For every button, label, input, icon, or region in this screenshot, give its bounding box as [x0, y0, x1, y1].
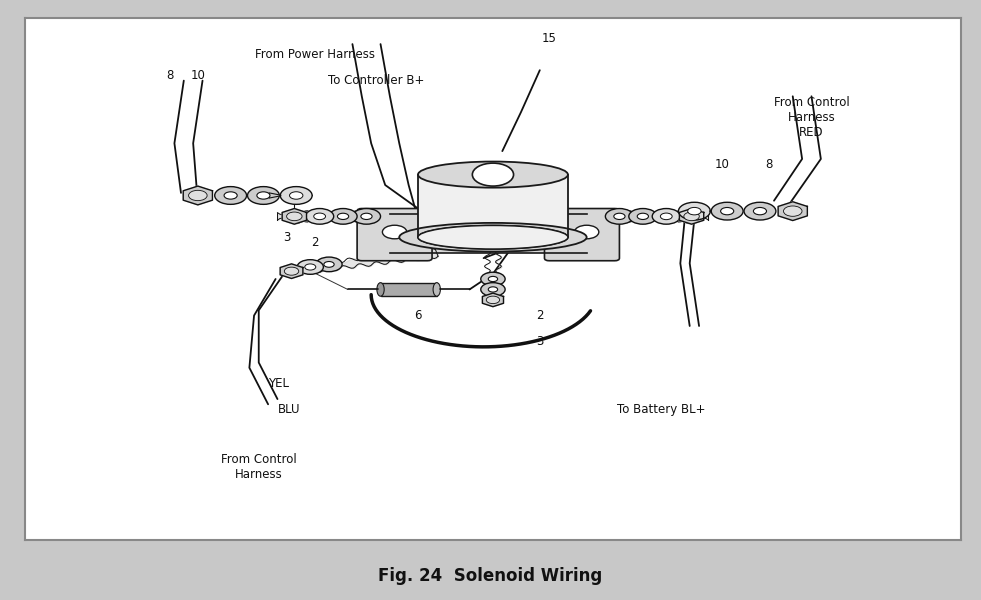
Polygon shape	[680, 209, 703, 224]
Bar	[381, 283, 437, 296]
Circle shape	[284, 267, 299, 275]
Text: To Controller B+: To Controller B+	[328, 74, 424, 87]
Polygon shape	[269, 193, 281, 198]
Circle shape	[660, 213, 672, 220]
Circle shape	[297, 260, 324, 274]
Circle shape	[688, 208, 701, 215]
Text: 2: 2	[536, 309, 543, 322]
Circle shape	[481, 272, 505, 286]
Circle shape	[575, 225, 598, 239]
Circle shape	[281, 187, 312, 205]
Ellipse shape	[418, 226, 568, 249]
Text: 10: 10	[190, 69, 205, 82]
Text: 6: 6	[414, 309, 422, 322]
Circle shape	[306, 209, 334, 224]
Polygon shape	[778, 202, 807, 221]
Text: 8: 8	[765, 158, 773, 170]
Polygon shape	[286, 270, 300, 276]
Bar	[418, 175, 568, 237]
Circle shape	[472, 163, 514, 186]
Text: 8: 8	[166, 69, 174, 82]
Circle shape	[753, 208, 766, 215]
Circle shape	[305, 264, 316, 270]
Circle shape	[224, 192, 237, 199]
Text: 3: 3	[284, 231, 290, 244]
Ellipse shape	[399, 223, 587, 251]
Text: 2: 2	[311, 236, 319, 249]
Text: Fig. 24  Solenoid Wiring: Fig. 24 Solenoid Wiring	[379, 567, 602, 585]
Circle shape	[188, 190, 207, 200]
Circle shape	[247, 187, 280, 205]
Polygon shape	[294, 218, 307, 224]
Circle shape	[784, 206, 802, 217]
Circle shape	[481, 283, 505, 296]
Circle shape	[314, 213, 326, 220]
Ellipse shape	[377, 283, 385, 296]
Circle shape	[324, 262, 335, 267]
Circle shape	[316, 257, 342, 272]
Circle shape	[744, 202, 776, 220]
Text: 3: 3	[536, 335, 543, 348]
Polygon shape	[281, 264, 303, 278]
Polygon shape	[710, 209, 722, 214]
Circle shape	[711, 202, 743, 220]
Ellipse shape	[418, 161, 568, 188]
Circle shape	[215, 187, 246, 205]
Circle shape	[329, 209, 357, 224]
Ellipse shape	[433, 283, 440, 296]
Text: From Control
Harness
RED: From Control Harness RED	[774, 95, 850, 139]
Text: 10: 10	[715, 158, 730, 170]
Circle shape	[489, 287, 497, 292]
Circle shape	[361, 213, 372, 220]
Text: YEL: YEL	[268, 377, 289, 390]
Bar	[389, 214, 587, 253]
Circle shape	[257, 192, 270, 199]
Ellipse shape	[418, 226, 568, 249]
Circle shape	[352, 209, 381, 224]
Circle shape	[605, 209, 634, 224]
FancyBboxPatch shape	[357, 209, 432, 261]
Circle shape	[652, 209, 681, 224]
Circle shape	[337, 213, 348, 220]
Circle shape	[383, 225, 407, 239]
Circle shape	[289, 192, 303, 199]
Circle shape	[489, 277, 497, 281]
Text: From Control
Harness: From Control Harness	[221, 453, 296, 481]
Circle shape	[721, 208, 734, 215]
Circle shape	[679, 202, 710, 220]
Circle shape	[629, 209, 657, 224]
Text: From Power Harness: From Power Harness	[255, 48, 375, 61]
Polygon shape	[183, 186, 213, 205]
FancyBboxPatch shape	[544, 209, 619, 261]
Text: BLU: BLU	[278, 403, 300, 416]
Text: 15: 15	[542, 32, 556, 46]
Circle shape	[638, 213, 648, 220]
Polygon shape	[679, 218, 692, 224]
Polygon shape	[483, 293, 503, 307]
Polygon shape	[283, 209, 306, 224]
Circle shape	[684, 212, 699, 221]
Circle shape	[286, 212, 302, 221]
Text: To Battery BL+: To Battery BL+	[617, 403, 706, 416]
Circle shape	[614, 213, 625, 220]
Circle shape	[487, 296, 499, 304]
